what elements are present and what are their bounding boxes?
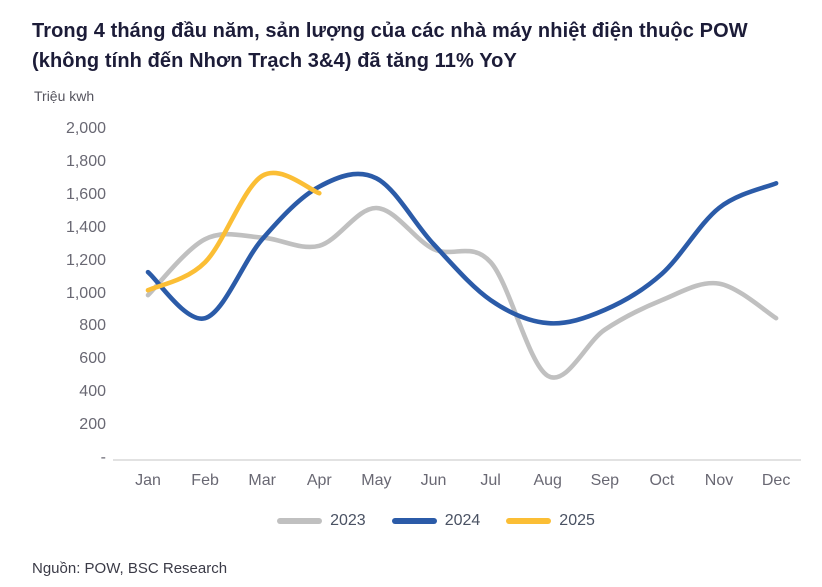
chart-legend: 2023 2024 2025 bbox=[46, 512, 822, 530]
chart-title: Trong 4 tháng đầu năm, sản lượng của các… bbox=[32, 16, 792, 76]
series-line-2023 bbox=[145, 205, 779, 380]
y-axis-tick-label: 1,600 bbox=[65, 185, 106, 203]
legend-swatch-2025 bbox=[506, 518, 552, 524]
legend-swatch-2024 bbox=[391, 518, 437, 524]
x-axis-tick-label: Dec bbox=[761, 472, 791, 489]
x-axis-tick-label: Feb bbox=[191, 472, 219, 489]
y-axis-tick-label: 1,200 bbox=[65, 251, 106, 269]
legend-label: 2024 bbox=[444, 512, 481, 529]
y-axis-tick-label: 400 bbox=[79, 383, 106, 401]
series-line-2024 bbox=[145, 171, 779, 326]
x-axis-tick-label: Jun bbox=[420, 472, 447, 489]
series-line-2025 bbox=[145, 170, 322, 293]
legend-item-2023: 2023 bbox=[277, 512, 366, 530]
legend-label: 2025 bbox=[559, 512, 595, 529]
legend-swatch-2023 bbox=[277, 518, 323, 524]
x-axis-tick-label: May bbox=[361, 472, 392, 489]
x-axis-tick-label: Apr bbox=[306, 472, 332, 489]
chart-title-line1: Trong 4 tháng đầu năm, sản lượng của các… bbox=[32, 20, 748, 42]
legend-item-2024: 2024 bbox=[391, 512, 481, 530]
x-axis-tick-label: Sep bbox=[590, 472, 620, 489]
x-axis-tick-label: Oct bbox=[649, 472, 675, 489]
y-axis-tick-label: 1,400 bbox=[65, 218, 106, 236]
x-axis-tick-label: Jul bbox=[480, 472, 501, 489]
y-axis-tick-label: 600 bbox=[79, 350, 106, 368]
y-axis-tick-label: 800 bbox=[79, 317, 106, 335]
x-axis-tick-label: Mar bbox=[248, 472, 276, 489]
y-axis-tick-label: 2,000 bbox=[65, 120, 106, 137]
x-axis-tick-label: Aug bbox=[533, 472, 562, 489]
x-axis-tick-label: Jan bbox=[135, 472, 161, 489]
chart-title-line2: (không tính đến Nhơn Trạch 3&4) đã tăng … bbox=[32, 50, 517, 72]
y-axis-tick-label: 1,800 bbox=[65, 152, 106, 170]
x-axis-tick-label: Nov bbox=[704, 472, 734, 489]
y-axis-tick-label: 200 bbox=[79, 416, 106, 434]
y-axis-tick-label: 1,000 bbox=[65, 284, 106, 302]
source-note: Nguồn: POW, BSC Research bbox=[32, 560, 228, 577]
legend-item-2025: 2025 bbox=[506, 512, 595, 530]
y-axis-unit-label: Triệu kwh bbox=[34, 88, 95, 104]
y-axis-tick-label: - bbox=[100, 449, 106, 466]
legend-label: 2023 bbox=[330, 512, 366, 529]
